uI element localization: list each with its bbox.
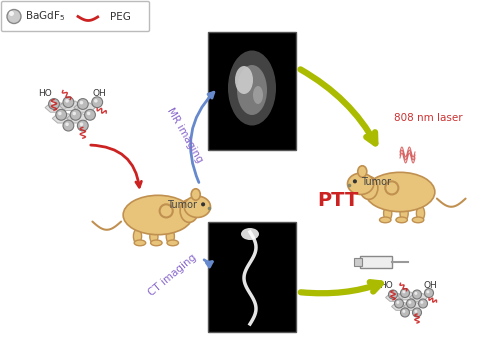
Ellipse shape (167, 240, 178, 246)
Circle shape (78, 98, 88, 109)
Circle shape (63, 120, 74, 131)
Ellipse shape (416, 206, 424, 221)
Ellipse shape (184, 196, 210, 218)
Circle shape (408, 301, 412, 304)
Circle shape (390, 292, 394, 295)
Circle shape (63, 97, 74, 108)
Ellipse shape (166, 229, 174, 244)
Ellipse shape (134, 229, 141, 244)
Text: PEG: PEG (110, 12, 131, 22)
Circle shape (65, 99, 69, 103)
Ellipse shape (191, 189, 200, 200)
Text: CT imaging: CT imaging (146, 252, 198, 298)
Polygon shape (392, 303, 409, 311)
Polygon shape (410, 293, 428, 301)
Polygon shape (52, 114, 74, 123)
Ellipse shape (400, 206, 408, 221)
Ellipse shape (180, 199, 198, 222)
Text: MR imaging: MR imaging (166, 106, 204, 164)
Circle shape (388, 290, 398, 299)
Circle shape (400, 289, 409, 298)
Circle shape (65, 122, 69, 126)
Circle shape (56, 109, 66, 120)
Text: PTT: PTT (318, 190, 358, 210)
Circle shape (420, 301, 424, 304)
Ellipse shape (123, 195, 193, 235)
Text: Tumor: Tumor (361, 177, 391, 187)
Circle shape (426, 290, 430, 293)
Ellipse shape (241, 228, 259, 240)
Polygon shape (45, 103, 66, 112)
Ellipse shape (235, 66, 253, 94)
Circle shape (418, 299, 428, 308)
Ellipse shape (380, 217, 391, 223)
FancyBboxPatch shape (2, 1, 150, 31)
Polygon shape (66, 114, 88, 123)
Ellipse shape (228, 51, 276, 126)
Circle shape (402, 310, 406, 313)
Polygon shape (74, 103, 96, 112)
Circle shape (80, 122, 83, 126)
Circle shape (80, 101, 83, 104)
Circle shape (394, 299, 404, 308)
Ellipse shape (358, 166, 367, 177)
Circle shape (412, 308, 422, 317)
Ellipse shape (253, 86, 263, 104)
Circle shape (400, 308, 409, 317)
Circle shape (353, 179, 357, 183)
Polygon shape (398, 292, 415, 300)
Circle shape (396, 301, 400, 304)
Bar (208, 32, 296, 150)
Ellipse shape (360, 176, 378, 199)
Circle shape (94, 99, 98, 103)
Text: 808 nm laser: 808 nm laser (394, 113, 462, 123)
Bar (360, 256, 392, 268)
Circle shape (201, 202, 205, 206)
Polygon shape (386, 293, 404, 301)
Circle shape (412, 290, 422, 299)
Polygon shape (404, 303, 421, 311)
Circle shape (87, 111, 90, 115)
Circle shape (402, 290, 406, 293)
Bar (354, 258, 362, 266)
Ellipse shape (348, 173, 374, 195)
Ellipse shape (150, 240, 162, 246)
Circle shape (48, 98, 60, 109)
Circle shape (92, 97, 102, 108)
Polygon shape (60, 101, 81, 110)
Circle shape (424, 289, 434, 298)
Ellipse shape (237, 65, 267, 115)
Circle shape (51, 101, 54, 104)
Circle shape (385, 181, 398, 195)
Ellipse shape (412, 217, 424, 223)
Text: Tumor: Tumor (167, 200, 197, 210)
Circle shape (70, 109, 81, 120)
Circle shape (414, 292, 418, 295)
Circle shape (58, 111, 61, 115)
Circle shape (9, 11, 14, 16)
Ellipse shape (396, 217, 407, 223)
Circle shape (84, 109, 96, 120)
Circle shape (414, 310, 418, 313)
Text: OH: OH (92, 89, 106, 98)
Circle shape (72, 111, 76, 115)
Ellipse shape (150, 229, 158, 244)
Circle shape (78, 120, 88, 131)
Circle shape (406, 299, 416, 308)
Ellipse shape (134, 240, 145, 246)
Text: OH: OH (424, 281, 438, 290)
Text: HO: HO (378, 281, 392, 290)
Text: HO: HO (38, 89, 52, 98)
Circle shape (7, 10, 21, 24)
Text: BaGdF$_5$: BaGdF$_5$ (25, 10, 65, 23)
Ellipse shape (384, 206, 392, 221)
Circle shape (160, 204, 173, 218)
Bar (208, 222, 296, 332)
Ellipse shape (365, 172, 435, 212)
